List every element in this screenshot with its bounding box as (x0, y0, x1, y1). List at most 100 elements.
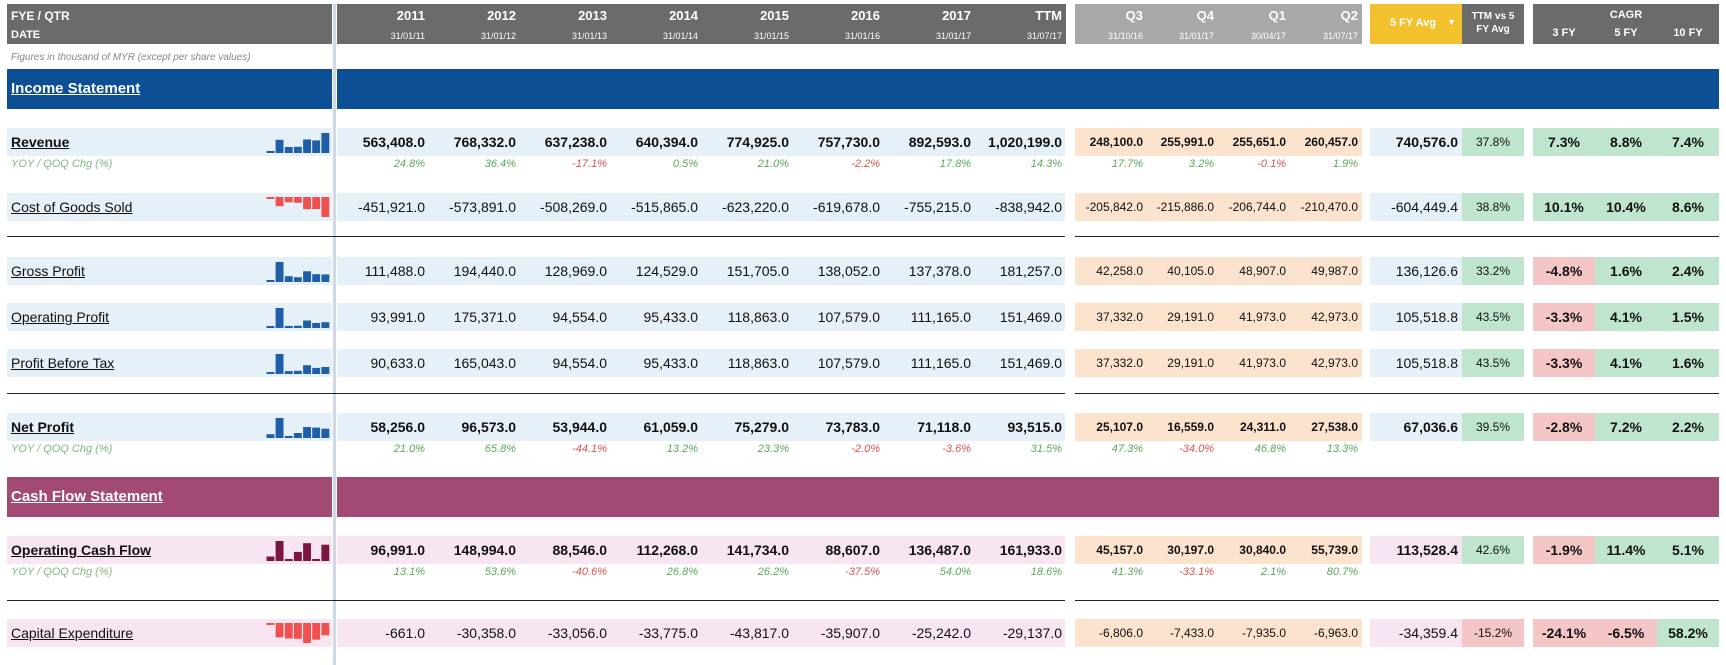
sparkline-bar (303, 623, 311, 643)
row-quarters-bg (1075, 193, 1362, 221)
year-value: 118,863.0 (727, 309, 789, 325)
quarter-value: -215,886.0 (1156, 200, 1214, 214)
sparkline-bar (284, 436, 293, 438)
qoq-change: -0.1% (1257, 158, 1286, 170)
yoy-change: 36.4% (484, 158, 516, 170)
five-fy-avg-value: 740,576.0 (1395, 134, 1458, 150)
quarter-header-q2[interactable]: Q2 (1340, 8, 1358, 23)
yoy-change: 23.3% (757, 443, 789, 455)
year-header-2011[interactable]: 2011 (396, 8, 425, 23)
sparkline-bar (275, 308, 284, 328)
year-date: 31/01/13 (571, 31, 607, 41)
year-header-2012[interactable]: 2012 (487, 8, 516, 23)
year-value: 95,433.0 (643, 309, 699, 325)
year-value: -838,942.0 (995, 199, 1062, 215)
five-fy-avg-value: 67,036.6 (1403, 419, 1459, 435)
year-date: 31/07/17 (1026, 31, 1062, 41)
sparkline-bar (321, 133, 330, 153)
yoy-change: -37.5% (845, 566, 880, 578)
cagr-value: -24.1% (1533, 619, 1595, 647)
section-title: Income Statement (11, 80, 141, 97)
yoy-qoq-label: YOY / QOQ Chg (%) (11, 158, 113, 170)
yoy-change: 24.8% (393, 158, 425, 170)
year-header-2015[interactable]: 2015 (760, 8, 789, 23)
divider (1075, 600, 1719, 601)
quarter-value: 37,332.0 (1096, 310, 1143, 324)
year-header-2014[interactable]: 2014 (669, 8, 698, 23)
sparkline (266, 622, 330, 644)
ttm-vs-avg-value: 43.5% (1462, 303, 1524, 331)
year-header-2013[interactable]: 2013 (578, 8, 607, 23)
yoy-change: -3.6% (942, 443, 971, 455)
dropdown-triangle-icon[interactable]: ▼ (1447, 17, 1456, 27)
sparkline (266, 306, 330, 328)
year-header-2017[interactable]: 2017 (942, 8, 971, 23)
row-years-bg (337, 349, 1065, 377)
yoy-change: 26.8% (666, 566, 698, 578)
sparkline-chart (266, 354, 330, 374)
yoy-change: -44.1% (572, 443, 607, 455)
sparkline-bar (284, 325, 293, 328)
sparkline-bar (293, 370, 302, 374)
sparkline (266, 539, 330, 561)
sparkline-bar (293, 623, 302, 639)
row-label-capital-expenditure[interactable]: Capital Expenditure (11, 625, 134, 641)
year-value: 75,279.0 (734, 419, 790, 435)
sparkline-bar (312, 323, 321, 328)
year-header-ttm[interactable]: TTM (1035, 8, 1062, 23)
quarter-header-q4[interactable]: Q4 (1196, 8, 1214, 23)
quarter-value: 255,651.0 (1232, 135, 1286, 149)
divider (7, 600, 1065, 601)
quarter-header-band (1075, 4, 1362, 44)
year-value: 774,925.0 (726, 134, 789, 150)
quarter-value: 42,258.0 (1096, 264, 1143, 278)
yoy-change: 53.6% (484, 566, 516, 578)
year-header-2016[interactable]: 2016 (851, 8, 880, 23)
row-avg-bg (1370, 303, 1462, 331)
qoq-change: -33.1% (1179, 566, 1214, 578)
year-value: 93,515.0 (1007, 419, 1063, 435)
yoy-change: 0.5% (672, 158, 698, 170)
row-label-cost-of-goods-sold[interactable]: Cost of Goods Sold (11, 199, 133, 215)
year-value: 175,371.0 (453, 309, 516, 325)
year-value: 61,059.0 (643, 419, 699, 435)
frozen-column-divider (333, 4, 336, 665)
quarter-value: -7,935.0 (1241, 626, 1286, 640)
cagr-value: 8.8% (1595, 128, 1657, 156)
year-value: 107,579.0 (817, 309, 880, 325)
cagr-value: 1.6% (1595, 257, 1657, 285)
ttm-vs-avg-value: 37.8% (1462, 128, 1524, 156)
avg-header-label: 5 FY Avg (1390, 17, 1437, 29)
year-value: -451,921.0 (358, 199, 425, 215)
year-value: 151,705.0 (726, 263, 789, 279)
sparkline-bar (284, 197, 293, 203)
row-label-net-profit[interactable]: Net Profit (11, 419, 74, 435)
year-value: 96,573.0 (461, 419, 517, 435)
avg-header[interactable]: 5 FY Avg ▼ (1370, 4, 1462, 44)
cagr-value: 4.1% (1595, 349, 1657, 377)
year-value: 107,579.0 (817, 355, 880, 371)
row-avg-bg (1370, 619, 1462, 647)
cagr-col-header: 3 FY (1552, 27, 1576, 39)
year-value: 94,554.0 (552, 309, 608, 325)
quarter-date: 31/07/17 (1322, 31, 1358, 41)
row-label-profit-before-tax[interactable]: Profit Before Tax (11, 355, 115, 371)
quarter-date: 31/10/16 (1107, 31, 1143, 41)
yoy-change: 31.5% (1030, 443, 1062, 455)
header-label-cell: FYE / QTR DATE (7, 4, 332, 44)
cagr-value: 10.1% (1533, 193, 1595, 221)
row-label-gross-profit[interactable]: Gross Profit (11, 263, 85, 279)
cagr-col-header: 5 FY (1614, 27, 1638, 39)
cagr-value: 58.2% (1657, 619, 1719, 647)
quarter-header-q3[interactable]: Q3 (1125, 8, 1143, 23)
row-label-operating-cash-flow[interactable]: Operating Cash Flow (11, 542, 152, 558)
quarter-header-q1[interactable]: Q1 (1268, 8, 1286, 23)
cagr-value: 10.4% (1595, 193, 1657, 221)
year-value: -623,220.0 (722, 199, 789, 215)
quarter-value: 45,157.0 (1096, 543, 1143, 557)
sparkline-bar (312, 274, 321, 282)
year-value: -508,269.0 (540, 199, 607, 215)
qoq-change: 17.7% (1111, 158, 1143, 170)
row-label-revenue[interactable]: Revenue (11, 134, 70, 150)
row-label-operating-profit[interactable]: Operating Profit (11, 309, 110, 325)
